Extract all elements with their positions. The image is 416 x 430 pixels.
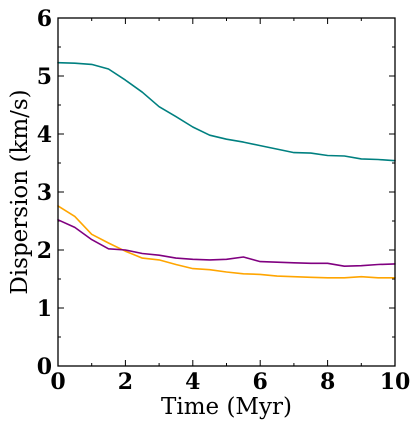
tick-labels: 0 2 4 6 8 10 0 1 2 3 4 5 6 <box>37 6 411 395</box>
y-tick-label: 4 <box>37 122 52 148</box>
series-line-2 <box>57 205 396 279</box>
plot-area <box>58 18 395 366</box>
x-tick-label: 10 <box>380 369 411 395</box>
y-tick-label: 0 <box>37 354 52 380</box>
x-tick-label: 2 <box>118 369 133 395</box>
y-tick-label: 2 <box>37 238 52 264</box>
x-tick-label: 6 <box>253 369 268 395</box>
plot-frame <box>57 17 396 367</box>
x-axis-label: Time (Myr) <box>161 394 292 420</box>
y-tick-label: 5 <box>37 64 52 90</box>
series-lines <box>57 61 396 279</box>
y-tick-label: 1 <box>37 296 52 322</box>
y-tick-label: 6 <box>37 6 52 32</box>
x-tick-label: 8 <box>320 369 335 395</box>
y-tick-label: 3 <box>37 180 52 206</box>
x-tick-label: 0 <box>50 369 65 395</box>
x-tick-label: 4 <box>185 369 200 395</box>
y-axis-label: Dispersion (km/s) <box>7 89 33 294</box>
series-line-3 <box>57 219 396 268</box>
series-line-1 <box>57 61 396 162</box>
